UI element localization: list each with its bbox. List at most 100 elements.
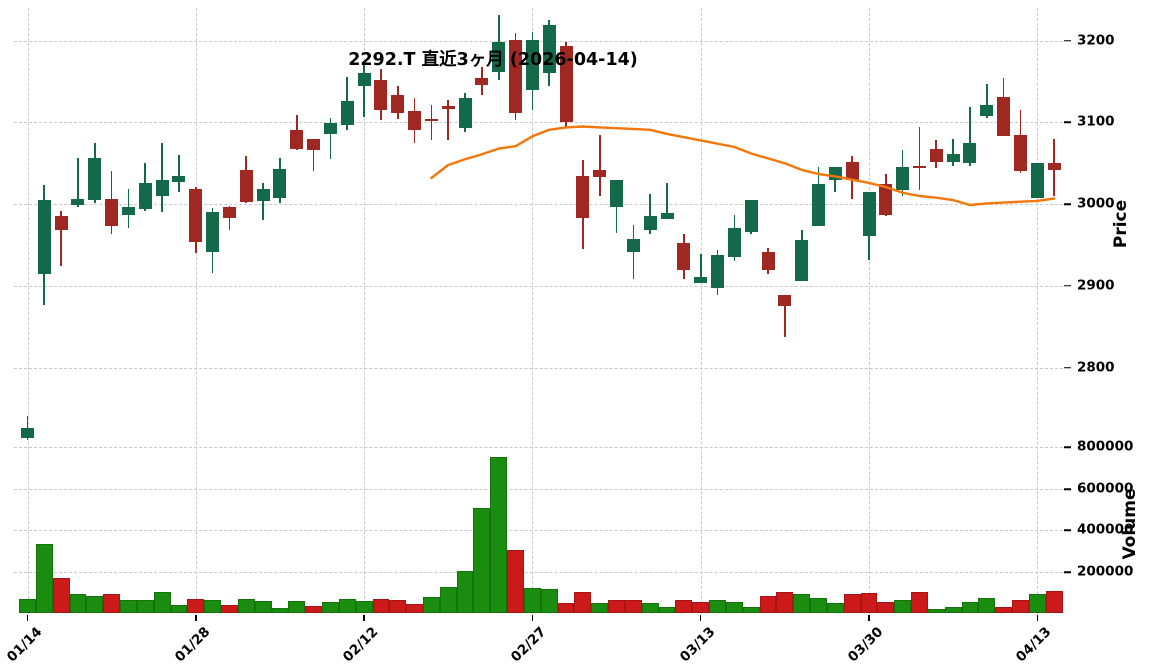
volume-bar [658, 606, 676, 614]
candle-wick [312, 138, 315, 172]
volume-bar [52, 578, 70, 614]
volume-tick-label: 600000 [1077, 480, 1134, 497]
date-gridline [532, 8, 534, 614]
tick-dash [1064, 446, 1071, 449]
volume-gridline [14, 530, 1063, 532]
price-tick-label: 2800 [1077, 358, 1115, 375]
volume-bar [574, 591, 592, 614]
candle-wick [329, 118, 332, 160]
volume-bar [810, 597, 827, 614]
candle-body [727, 227, 741, 258]
candle-body [610, 179, 624, 207]
volume-bar [641, 602, 659, 614]
candle-body [879, 183, 893, 215]
candle-body [1047, 162, 1061, 170]
volume-bar [759, 596, 777, 614]
candle-body [997, 97, 1011, 137]
candle-body [256, 189, 270, 201]
volume-bar [389, 599, 407, 614]
candle-body [323, 123, 337, 134]
volume-bar [288, 601, 306, 614]
x-tick-mark [26, 615, 29, 621]
candle-body [1013, 134, 1027, 172]
volume-bar [995, 606, 1013, 614]
volume-bar [406, 604, 423, 614]
candle-body [273, 169, 287, 198]
volume-bar [826, 602, 844, 614]
price-tick: 3200 [1064, 31, 1115, 48]
volume-bar [187, 598, 205, 614]
candle-wick [161, 142, 163, 213]
candle-body [408, 111, 422, 130]
volume-bar [35, 543, 53, 614]
candle-body [391, 95, 405, 114]
candle-body [105, 199, 119, 227]
volume-bar [843, 593, 861, 614]
candle-body [525, 39, 539, 90]
candle-body [441, 106, 455, 109]
volume-tick-label: 200000 [1077, 563, 1134, 580]
volume-bar [624, 599, 642, 614]
volume-bar [927, 608, 945, 614]
candle-body [21, 428, 34, 438]
candle-body [946, 154, 960, 162]
candle-body [559, 46, 573, 122]
price-gridline [14, 204, 1063, 206]
volume-tick: 400000 [1064, 521, 1134, 538]
candle-body [155, 179, 169, 197]
volume-bar [1028, 593, 1046, 614]
candle-body [71, 199, 85, 205]
volume-bar [591, 602, 609, 614]
candle-wick [228, 205, 231, 231]
volume-bar [19, 598, 36, 614]
volume-bar [153, 592, 171, 614]
x-tick-label: 01/28 [171, 624, 214, 666]
candle-body [542, 25, 556, 74]
tick-dash [1064, 203, 1071, 205]
date-gridline [27, 8, 29, 614]
candle-body [206, 211, 220, 252]
candle-wick [784, 294, 786, 337]
volume-bar [103, 593, 121, 614]
candle-body [37, 200, 51, 274]
candle-body [576, 175, 590, 219]
candle-wick [430, 105, 433, 140]
x-tick-mark [868, 615, 870, 621]
candle-body [963, 142, 977, 164]
volume-bar [423, 596, 440, 614]
volume-bar [692, 601, 710, 614]
volume-tick-label: 400000 [1077, 521, 1134, 538]
candle-body [222, 206, 236, 219]
tick-dash [1064, 285, 1071, 287]
date-gridline [195, 8, 197, 614]
x-tick-label: 02/12 [340, 624, 382, 666]
candle-body [795, 240, 809, 282]
candle-body [828, 167, 842, 181]
volume-bar [557, 602, 575, 614]
volume-gridline [14, 571, 1063, 573]
candle-body [239, 169, 253, 202]
volume-tick: 800000 [1064, 440, 1133, 455]
candle-body [912, 165, 926, 169]
candle-wick [60, 210, 62, 267]
volume-bar [1012, 599, 1029, 614]
candle-wick [77, 158, 79, 208]
x-tick-label: 02/27 [508, 624, 550, 666]
volume-bar [439, 586, 457, 614]
volume-bar [456, 570, 474, 614]
date-gridline [364, 8, 366, 614]
volume-bar [204, 599, 222, 614]
candle-body [138, 182, 152, 210]
volume-bar [523, 587, 541, 614]
volume-bar [860, 592, 878, 614]
price-tick-label: 3200 [1077, 31, 1115, 48]
x-tick-mark [1036, 615, 1039, 621]
candle-body [88, 158, 102, 201]
candle-wick [598, 134, 601, 197]
volume-bar [254, 601, 272, 614]
candle-body [761, 251, 775, 270]
x-tick-mark [363, 615, 365, 621]
volume-bar [322, 601, 339, 614]
volume-bar [120, 600, 137, 614]
candle-body [862, 191, 876, 237]
